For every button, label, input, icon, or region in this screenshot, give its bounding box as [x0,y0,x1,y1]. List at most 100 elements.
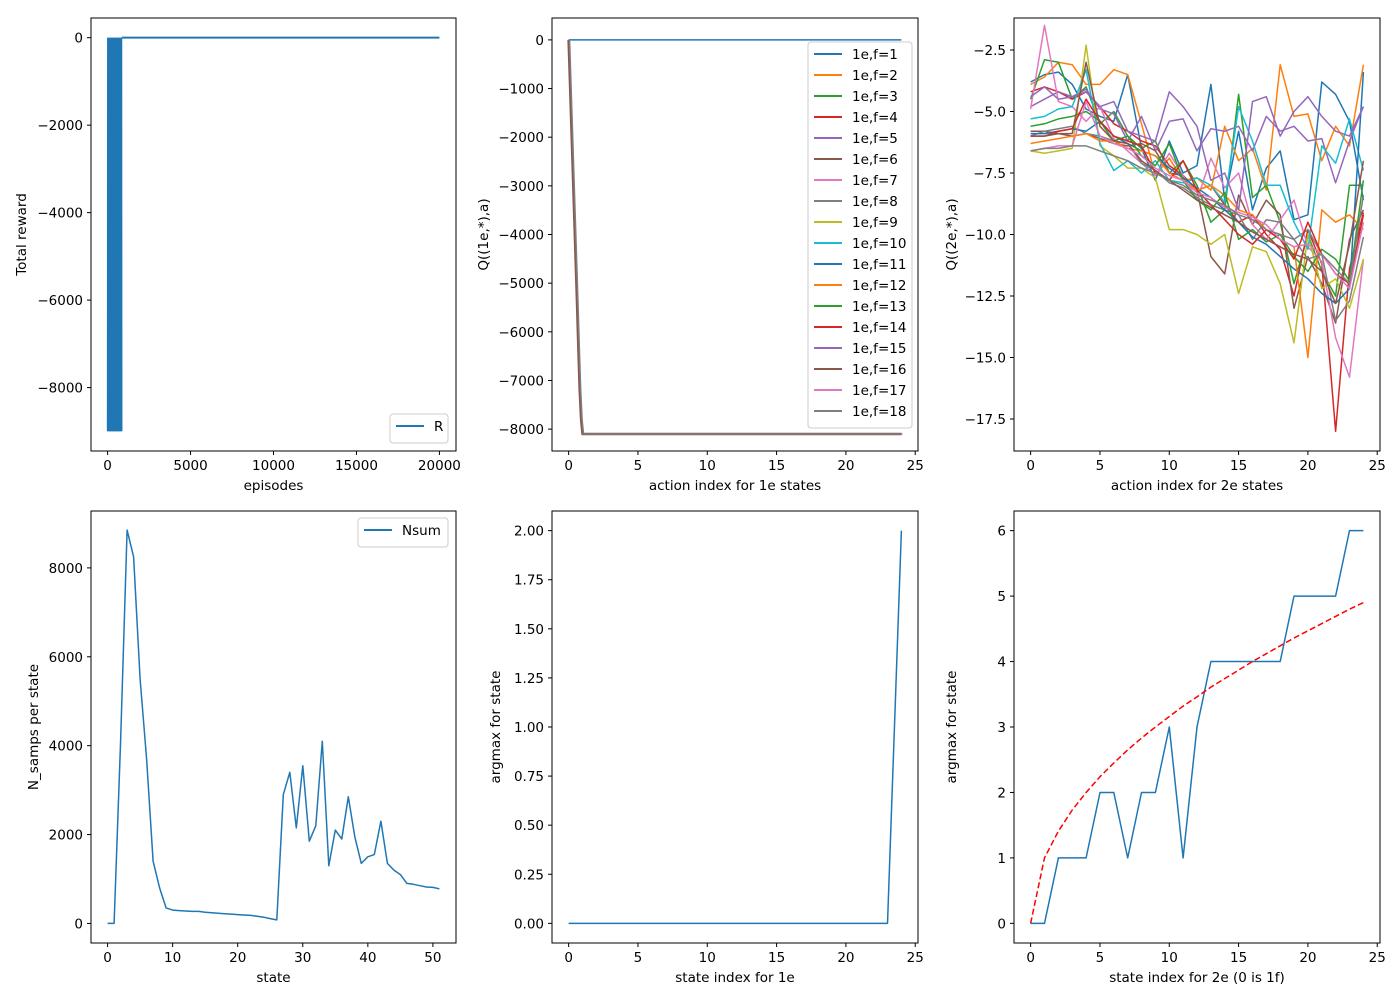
y-tick-label: 0 [74,31,83,47]
y-tick-label: 2 [997,785,1006,801]
y-tick-label: 1.50 [514,622,544,638]
legend: R [389,413,449,444]
y-tick-label: 0.75 [514,769,544,785]
x-tick-label: 25 [907,950,924,966]
y-tick-label: 6 [997,524,1006,540]
axes-frame [90,17,457,452]
y-tick-label: −2000 [498,130,544,146]
y-tick-label: 3 [997,720,1006,736]
y-tick-label: −8000 [498,422,544,438]
x-tick-label: 30 [294,950,311,966]
y-tick-label: 0.00 [514,916,544,932]
y-axis-label: N_samps per state [26,664,42,790]
subplot-1: 0 5000 10000 15000 20000 0 −2000 −4000 −6000 −800… [14,17,461,494]
series-line [1030,88,1365,184]
y-tick-label: −2.5 [973,43,1006,59]
y-tick-label: −15.0 [965,351,1006,367]
legend-label: 1e,f=5 [852,131,898,147]
legend-label: 1e,f=8 [852,194,898,210]
y-tick-label: 4 [997,655,1006,671]
x-tick-label: 5 [1096,950,1105,966]
x-axis-label: episodes [244,478,304,494]
y-tick-label: 2.00 [514,524,544,540]
series-line [1029,601,1364,924]
x-tick-label: 20 [1299,458,1316,474]
plot-area [107,529,440,925]
legend-box [389,413,449,444]
y-axis-label: argmax for state [488,671,504,784]
x-tick-label: 10 [699,950,716,966]
series-line [568,39,903,435]
x-axis-label: action index for 2e states [1111,478,1283,494]
y-tick-label: −12.5 [965,289,1006,305]
y-tick-label: −10.0 [965,228,1006,244]
y-tick-label: −8000 [37,381,83,397]
x-tick-label: 0 [1026,950,1035,966]
subplot-2: 0 5 10 15 20 25 0 −1000 −2000 −3000 −4000 −5000 −600… [476,17,924,494]
x-tick-label: 10 [699,458,716,474]
legend-label: 1e,f=10 [852,236,906,252]
y-tick-label: 2000 [49,828,83,844]
series-line [1030,145,1365,285]
y-tick-label: −6000 [498,325,544,341]
plot-area [1029,24,1365,433]
x-tick-label: 40 [359,950,376,966]
legend-label: 1e,f=9 [852,215,898,231]
x-axis-label: state index for 1e [675,970,794,986]
y-tick-label: −6000 [37,293,83,309]
series-line [1030,100,1365,290]
x-tick-label: 10 [164,950,181,966]
x-tick-label: 10 [1161,950,1178,966]
x-axis-label: action index for 1e states [649,478,821,494]
x-tick-label: 20 [837,458,854,474]
legend-label: 1e,f=6 [852,152,898,168]
series-line [1030,44,1365,344]
legend-box [357,517,449,548]
legend-label: 1e,f=7 [852,173,898,189]
x-tick-label: 20 [1299,950,1316,966]
axes-frame [1013,17,1381,452]
x-tick-label: 0 [564,950,573,966]
series-line [1030,98,1365,285]
x-tick-label: 15 [768,458,785,474]
x-tick-label: 5 [634,458,643,474]
x-tick-label: 15 [768,950,785,966]
legend-label: 1e,f=1 [852,47,898,63]
x-tick-label: 0 [1026,458,1035,474]
y-tick-label: −7000 [498,373,544,389]
series-line [567,39,902,436]
axes-frame [90,510,457,944]
y-tick-label: −5000 [498,276,544,292]
legend: 1e,f=1 1e,f=2 1e,f=3 1e,f=4 1e,f=5 1e,f=6 1e,f… [807,41,913,429]
axes-frame [1013,510,1381,944]
x-tick-label: 20 [837,950,854,966]
x-tick-label: 5 [634,950,643,966]
legend-label: Nsum [402,523,441,539]
subplot-6: 0 5 10 15 20 25 0 1 2 3 4 5 6 state index for 2e (0 i… [944,510,1386,986]
y-tick-label: 0.50 [514,818,544,834]
legend-label: R [434,419,443,435]
x-tick-label: 50 [424,950,441,966]
legend-label: 1e,f=11 [852,257,906,273]
y-tick-label: 4000 [49,739,83,755]
plot-area [1029,529,1364,925]
x-axis-label: state [256,970,290,986]
plot-area [567,39,903,436]
y-axis-label: argmax for state [944,671,960,784]
subplot-5: 0 5 10 15 20 25 0.00 0.25 0.50 0.75 1.00 1.25 1.50 1.… [488,510,924,986]
y-tick-label: 1.00 [514,720,544,736]
y-tick-label: 0 [535,33,544,49]
y-tick-label: 1.25 [514,671,544,687]
y-tick-label: −7.5 [973,166,1006,182]
x-tick-label: 10000 [252,458,295,474]
x-tick-label: 10 [1161,458,1178,474]
x-tick-label: 0 [103,950,112,966]
axes-frame [551,17,919,452]
y-axis-label: Q((1e,*),a) [476,198,492,270]
x-tick-label: 0 [564,458,573,474]
y-tick-label: 0 [74,916,83,932]
series-band [107,37,122,432]
y-tick-label: −5.0 [973,104,1006,120]
